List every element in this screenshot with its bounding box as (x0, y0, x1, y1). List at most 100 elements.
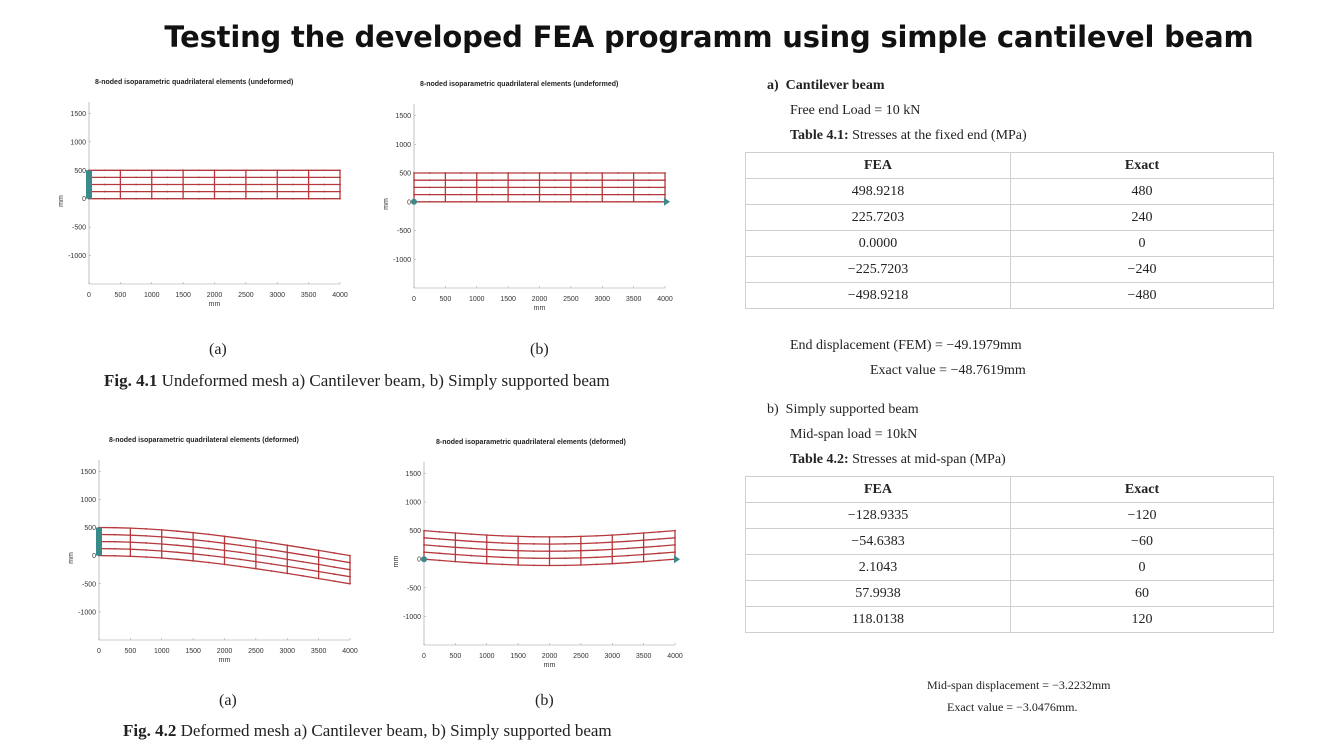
y-tick-label: -1000 (393, 257, 411, 264)
y-tick-label: -1000 (78, 609, 96, 616)
cell-fea: 0.0000 (745, 230, 1011, 257)
mesh-node (239, 565, 242, 568)
mesh-node (664, 186, 666, 189)
mesh-node (229, 190, 232, 193)
mesh-node (585, 193, 588, 196)
mesh-node (507, 172, 510, 174)
x-tick-label: 1500 (510, 653, 526, 660)
mesh-node (501, 549, 504, 552)
table-4-2: FEA Exact −128.9335 −120 −54.6383 −60 2.10… (745, 476, 1274, 633)
mesh (88, 169, 341, 200)
mesh-node (160, 536, 163, 538)
col-fea: FEA (745, 152, 1011, 179)
mesh-node (632, 172, 635, 174)
mesh-node (276, 190, 279, 193)
y-axis-label: mm (393, 556, 400, 568)
mesh-node (119, 169, 122, 172)
mesh-node (160, 529, 163, 531)
table-row: −225.7203 −240 (745, 256, 1274, 283)
mesh-node (632, 193, 635, 196)
mesh-node (548, 564, 551, 567)
mesh-node (239, 537, 242, 540)
mesh-node (244, 183, 247, 186)
mesh-node (454, 560, 457, 563)
mesh-node (532, 557, 535, 560)
y-tick-label: 1000 (395, 142, 411, 149)
mesh-node (454, 553, 457, 556)
y-tick-label: 0 (82, 196, 86, 203)
y-tick-label: 0 (407, 199, 411, 206)
mesh-node (470, 540, 472, 543)
mesh-node (569, 179, 572, 182)
mesh-node (145, 556, 147, 558)
x-tick-label: 0 (87, 292, 91, 299)
mesh-node (538, 186, 541, 189)
mesh-node (119, 183, 122, 186)
mesh-node (349, 561, 351, 564)
mesh-node (648, 186, 651, 189)
mesh-node (160, 543, 163, 545)
x-tick-label: 500 (440, 296, 452, 303)
mesh-node (554, 186, 557, 189)
mesh-node (595, 549, 598, 552)
fig2-sub-b: (b) (535, 692, 554, 709)
mesh-node (307, 176, 310, 179)
mesh-node (522, 200, 525, 203)
mesh-node (302, 575, 304, 577)
cell-exact: 240 (1010, 204, 1274, 231)
plot-undeformed-simply-supported: 8-noded isoparametric quadrilateral elem… (380, 72, 690, 317)
table-4-2-caption: Table 4.2: Stresses at mid-span (MPa) (790, 452, 1006, 468)
y-tick-label: 1500 (405, 471, 421, 478)
plot-title: 8-noded isoparametric quadrilateral elem… (109, 437, 299, 444)
y-axis-label: mm (383, 198, 390, 210)
end-displacement-exact: Exact value = −48.7619mm (870, 363, 1026, 378)
y-tick-label: 500 (399, 171, 411, 178)
fig1-label: Fig. 4.1 (104, 371, 158, 390)
mesh-node (485, 534, 488, 536)
mesh-node (501, 563, 504, 566)
mesh-node (475, 200, 478, 203)
mesh-node (444, 179, 447, 182)
roller-support (674, 555, 680, 564)
y-tick-label: 1000 (405, 500, 421, 507)
mesh-node (554, 200, 557, 203)
mesh-node (129, 534, 132, 537)
mesh-node (444, 172, 447, 174)
mesh-node (491, 200, 494, 203)
mesh-node (129, 541, 132, 544)
mesh-node (611, 562, 614, 565)
mesh-node (239, 544, 242, 547)
mesh-node (113, 540, 116, 543)
mesh-node (601, 200, 604, 203)
y-tick-label: 0 (417, 557, 421, 564)
mesh-node (166, 183, 169, 186)
mesh-node (292, 197, 294, 200)
plot-title: 8-noded isoparametric quadrilateral elem… (95, 79, 293, 86)
mesh-node (223, 535, 226, 538)
mesh-node (182, 190, 185, 193)
mesh-node (333, 580, 336, 583)
mesh-node (239, 551, 242, 554)
table-row: −498.9218 −480 (745, 282, 1274, 309)
mesh-node (270, 563, 273, 565)
y-tick-label: 1500 (395, 113, 411, 120)
mesh-node (658, 559, 661, 562)
mesh-node (150, 190, 153, 193)
mesh-node (579, 535, 582, 538)
mesh-node (254, 546, 257, 549)
mesh-node (460, 179, 462, 182)
mesh-node (317, 563, 320, 566)
mesh-node (569, 186, 572, 189)
mesh-node (292, 183, 294, 186)
midspan-displacement-exact: Exact value = −3.0476mm. (947, 700, 1078, 714)
plot-title: 8-noded isoparametric quadrilateral elem… (420, 81, 618, 88)
fig2-label: Fig. 4.2 (123, 721, 177, 740)
mesh-node (292, 190, 294, 193)
mesh-node (564, 564, 567, 567)
table-row: 498.9218 480 (745, 178, 1274, 205)
mesh-node (579, 549, 582, 552)
mesh-node (548, 536, 551, 538)
section-a-heading: a) Cantilever beam (767, 78, 885, 94)
y-tick-label: 1000 (80, 497, 96, 504)
mesh-node (349, 568, 351, 571)
